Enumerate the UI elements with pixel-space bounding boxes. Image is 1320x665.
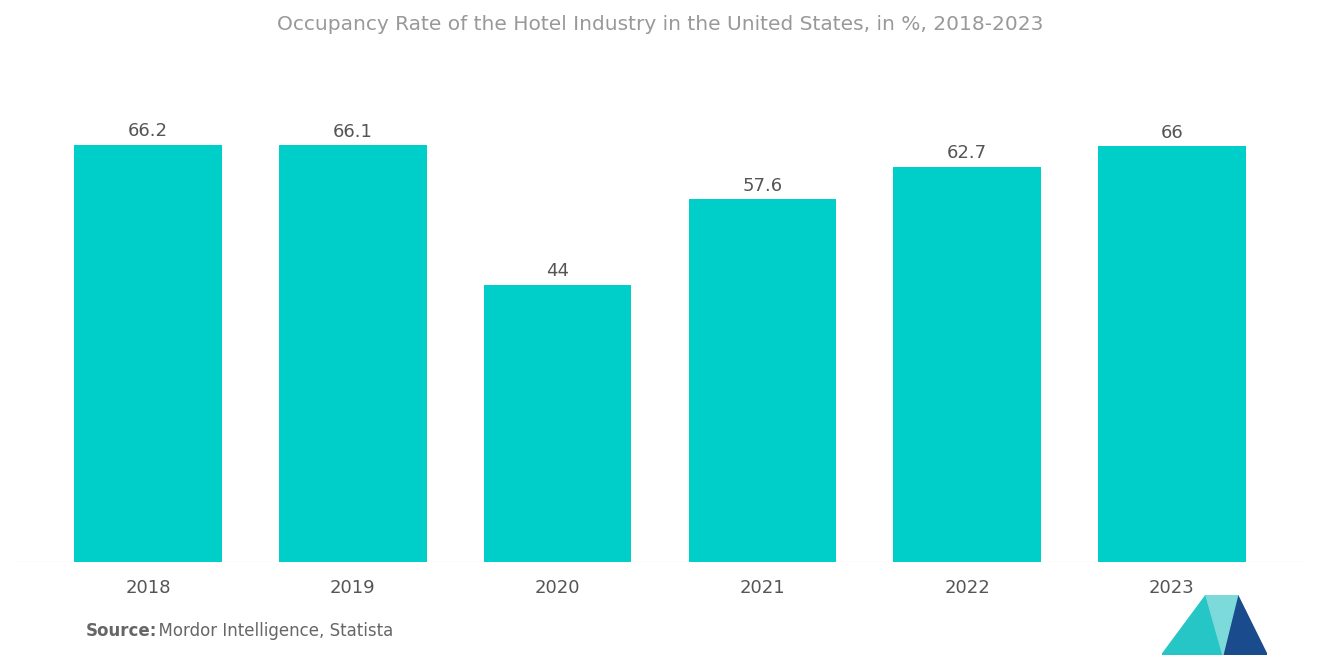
Bar [894,167,1041,562]
Text: Mordor Intelligence, Statista: Mordor Intelligence, Statista [148,622,393,640]
Text: 44: 44 [546,262,569,281]
Bar [1098,146,1246,562]
Bar [689,199,836,562]
Polygon shape [1162,595,1222,655]
Text: 66.1: 66.1 [333,123,372,141]
Bar [484,285,631,562]
Title: Occupancy Rate of the Hotel Industry in the United States, in %, 2018-2023: Occupancy Rate of the Hotel Industry in … [277,15,1043,34]
Bar [279,146,426,562]
Bar [74,145,222,562]
Text: 62.7: 62.7 [946,144,987,162]
Text: 66: 66 [1160,124,1183,142]
Text: 57.6: 57.6 [742,177,783,195]
Polygon shape [1206,595,1267,655]
Polygon shape [1206,595,1238,655]
Text: 66.2: 66.2 [128,122,168,140]
Text: Source:: Source: [86,622,157,640]
